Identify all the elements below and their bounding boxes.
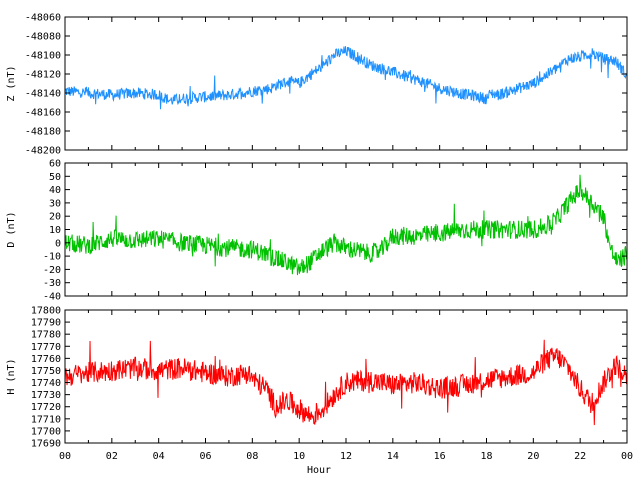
y-tick-label-h: 17720: [31, 402, 61, 413]
trace-line-d: [65, 174, 627, 276]
x-tick-label: 04: [153, 451, 165, 462]
y-tick-label-h: 17770: [31, 342, 61, 353]
y-tick-label-d: 0: [55, 238, 61, 249]
x-tick-label: 06: [199, 451, 211, 462]
y-tick-label-h: 17750: [31, 366, 61, 377]
x-tick-label: 14: [387, 451, 399, 462]
y-tick-label-d: 10: [49, 225, 61, 236]
trace-line-z: [65, 46, 627, 110]
y-tick-label-z: -48080: [25, 32, 61, 43]
x-tick-label: 00: [621, 451, 633, 462]
y-tick-label-h: 17710: [31, 414, 61, 425]
x-tick-label: 00: [59, 451, 71, 462]
plot-frame-h: [64, 309, 628, 444]
y-tick-label-h: 17730: [31, 390, 61, 401]
y-tick-label-h: 17780: [31, 330, 61, 341]
y-tick-label-h: 17800: [31, 306, 61, 317]
y-tick-label-d: 60: [49, 159, 61, 170]
y-tick-label-z: -48200: [25, 146, 61, 157]
x-tick-label: 12: [340, 451, 352, 462]
y-tick-label-z: -48180: [25, 127, 61, 138]
y-tick-label-d: 40: [49, 185, 61, 196]
y-tick-label-h: 17690: [31, 439, 61, 450]
x-tick-label: 08: [246, 451, 258, 462]
y-tick-label-z: -48060: [25, 13, 61, 24]
y-tick-label-h: 17700: [31, 426, 61, 437]
y-tick-label-z: -48160: [25, 108, 61, 119]
y-tick-label-z: -48120: [25, 70, 61, 81]
x-tick-label: 10: [293, 451, 305, 462]
y-tick-label-z: -48140: [25, 89, 61, 100]
y-axis-title-h: H (nT): [6, 358, 17, 394]
y-tick-label-z: -48100: [25, 51, 61, 62]
y-tick-label-d: -40: [43, 292, 61, 303]
h-panel: 17690 17700177101772017730177401775017760…: [6, 306, 633, 463]
y-tick-label-d: 50: [49, 172, 61, 183]
x-tick-label: 22: [574, 451, 586, 462]
x-tick-label: 20: [527, 451, 539, 462]
y-tick-label-d: -30: [43, 278, 61, 289]
y-tick-label-d: -10: [43, 252, 61, 263]
y-axis-title-z: Z (nT): [6, 65, 17, 101]
x-tick-label: 18: [480, 451, 492, 462]
y-tick-label-d: 30: [49, 198, 61, 209]
x-tick-label: 16: [434, 451, 446, 462]
y-tick-label-h: 17790: [31, 318, 61, 329]
trace-line-h: [65, 339, 627, 426]
y-tick-label-d: 20: [49, 212, 61, 223]
y-tick-label-h: 17740: [31, 378, 61, 389]
plot-frame-z: [64, 16, 628, 151]
z-panel: -48200 -48180 -48160 -48140 -48120 -48100 -480…: [6, 13, 628, 157]
x-tick-label: 02: [106, 451, 118, 462]
y-tick-label-d: -20: [43, 265, 61, 276]
y-axis-title-d: D (nT): [6, 211, 17, 247]
y-tick-label-h: 17760: [31, 354, 61, 365]
x-axis-title: Hour: [307, 465, 331, 476]
d-panel: -40 -30 -20 -10 0 10 20 30 40 50 60 D (nT): [6, 159, 628, 303]
